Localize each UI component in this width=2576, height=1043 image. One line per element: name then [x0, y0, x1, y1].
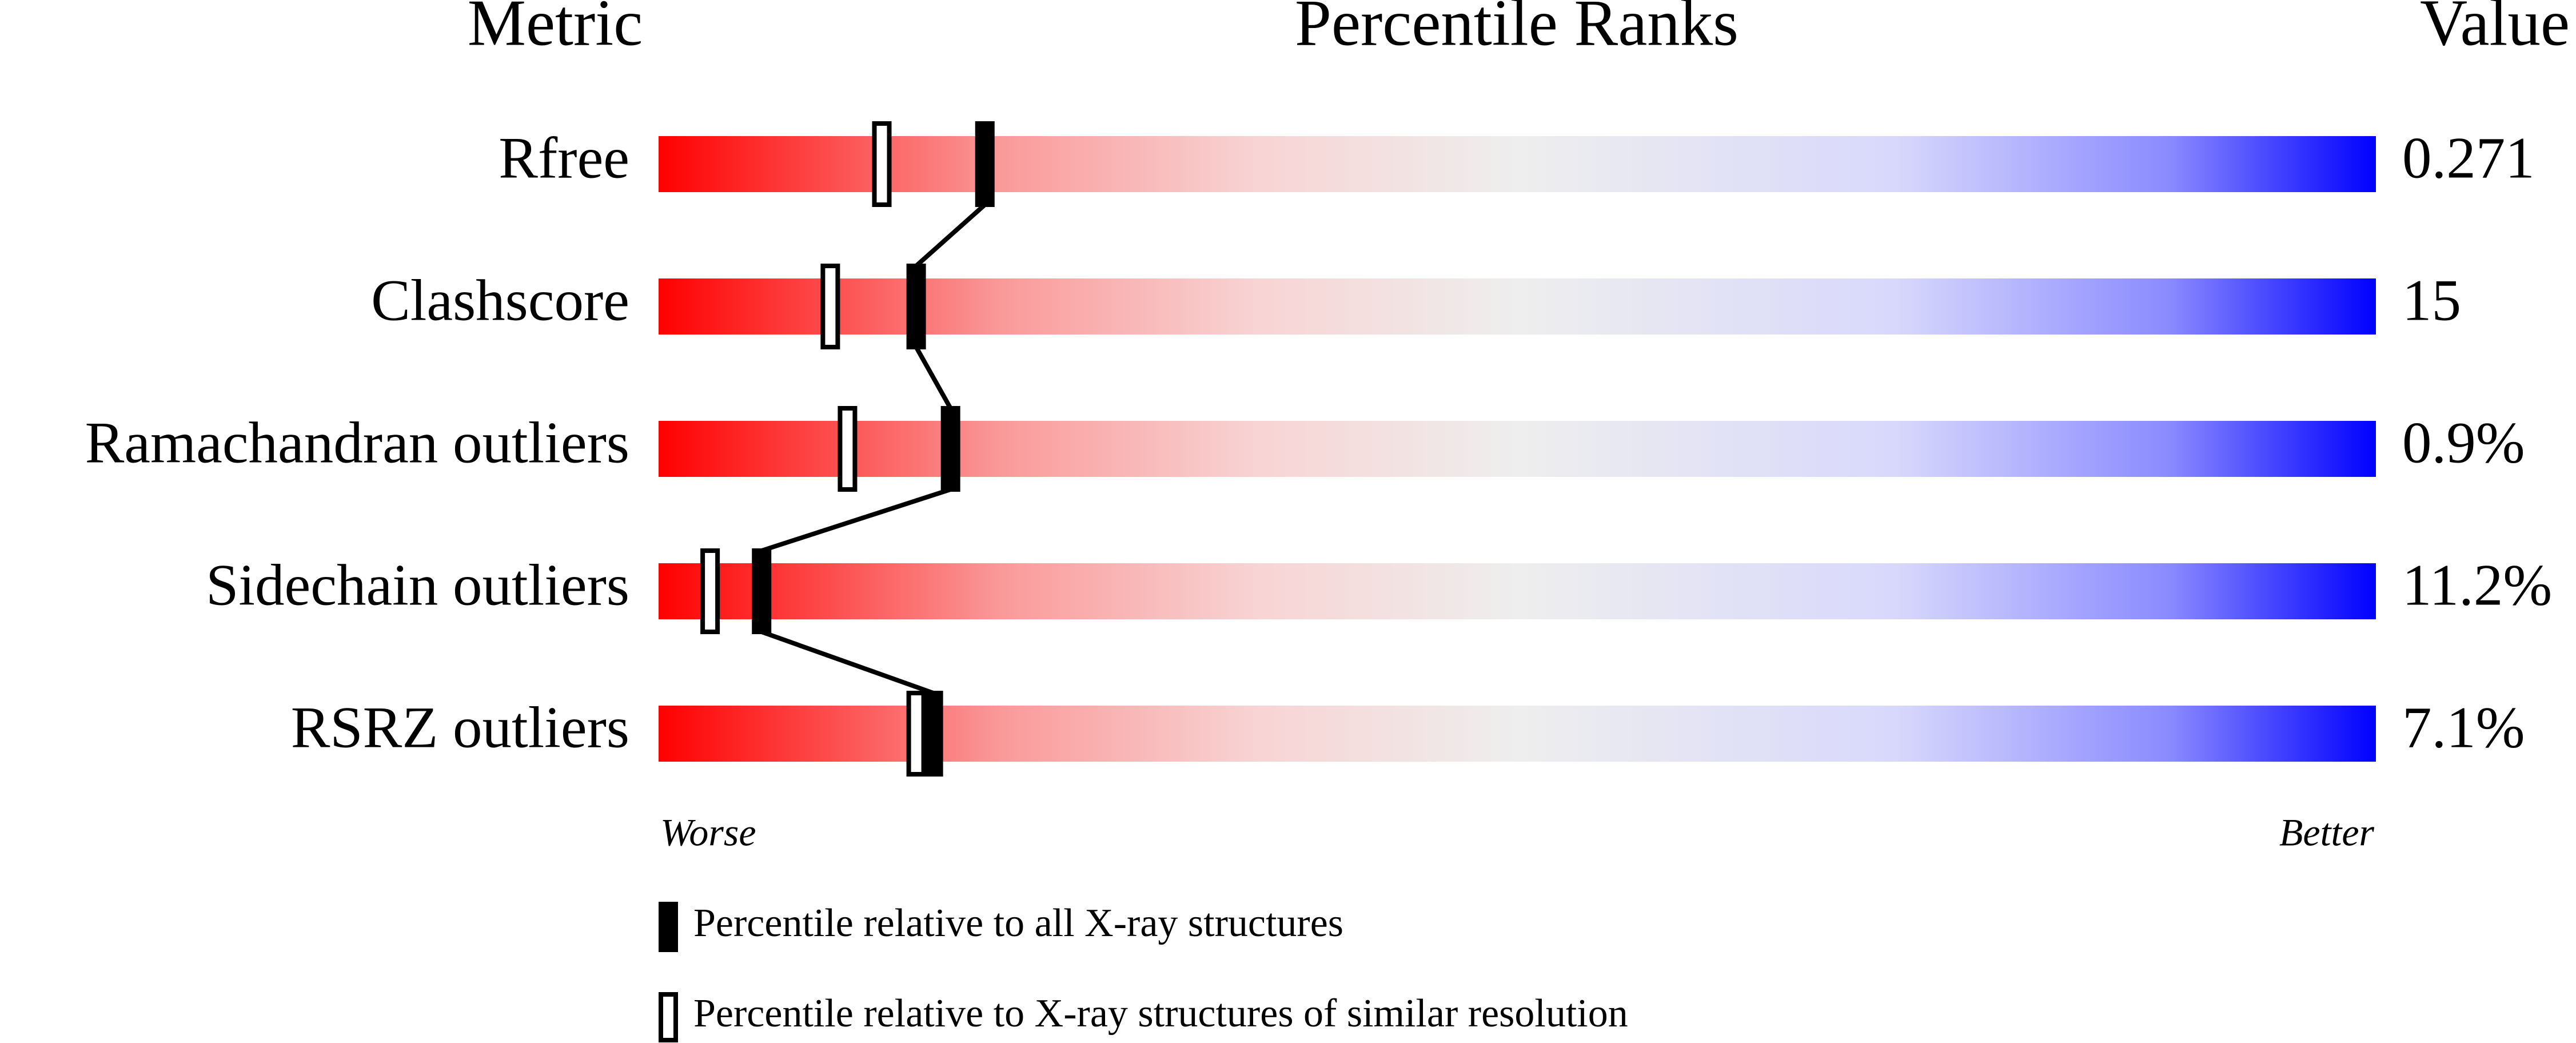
better-label: Better [2279, 811, 2375, 854]
filled-marker [975, 121, 995, 207]
metric-value: 0.271 [2402, 126, 2535, 191]
percentile-bar [659, 278, 2376, 335]
open-marker [700, 548, 720, 634]
legend-icon [659, 992, 678, 1042]
connector [914, 346, 953, 409]
legend-label: Percentile relative to all X-ray structu… [693, 901, 1343, 945]
connector [760, 630, 934, 695]
legend-label: Percentile relative to X-ray structures … [693, 992, 1628, 1036]
value-header: Value [2420, 0, 2570, 59]
percentile-bar [659, 421, 2376, 477]
filled-marker [923, 691, 943, 777]
open-marker [838, 406, 858, 492]
metric-header: Metric [468, 0, 643, 59]
filled-marker [752, 548, 772, 634]
percentile-bar [659, 706, 2376, 762]
metric-label: Ramachandran outliers [85, 411, 629, 476]
worse-label: Worse [660, 811, 756, 854]
metric-label: RSRZ outliers [291, 695, 629, 761]
percentile-bar [659, 563, 2376, 619]
connector [761, 487, 951, 553]
metric-value: 15 [2402, 268, 2461, 333]
metric-label: Sidechain outliers [206, 553, 629, 618]
metric-value: 7.1% [2402, 695, 2525, 761]
metric-value: 0.9% [2402, 411, 2525, 476]
open-marker [820, 264, 840, 349]
filled-marker [906, 264, 926, 349]
open-marker [906, 691, 926, 777]
percentile-bar [659, 136, 2376, 192]
legend-icon [659, 902, 678, 952]
metric-label: Clashscore [371, 268, 629, 333]
open-marker [872, 121, 892, 207]
metric-label: Rfree [499, 126, 629, 191]
connector [914, 203, 987, 268]
filled-marker [940, 406, 960, 492]
percentile-header: Percentile Ranks [1295, 0, 1738, 59]
metric-value: 11.2% [2402, 553, 2552, 618]
